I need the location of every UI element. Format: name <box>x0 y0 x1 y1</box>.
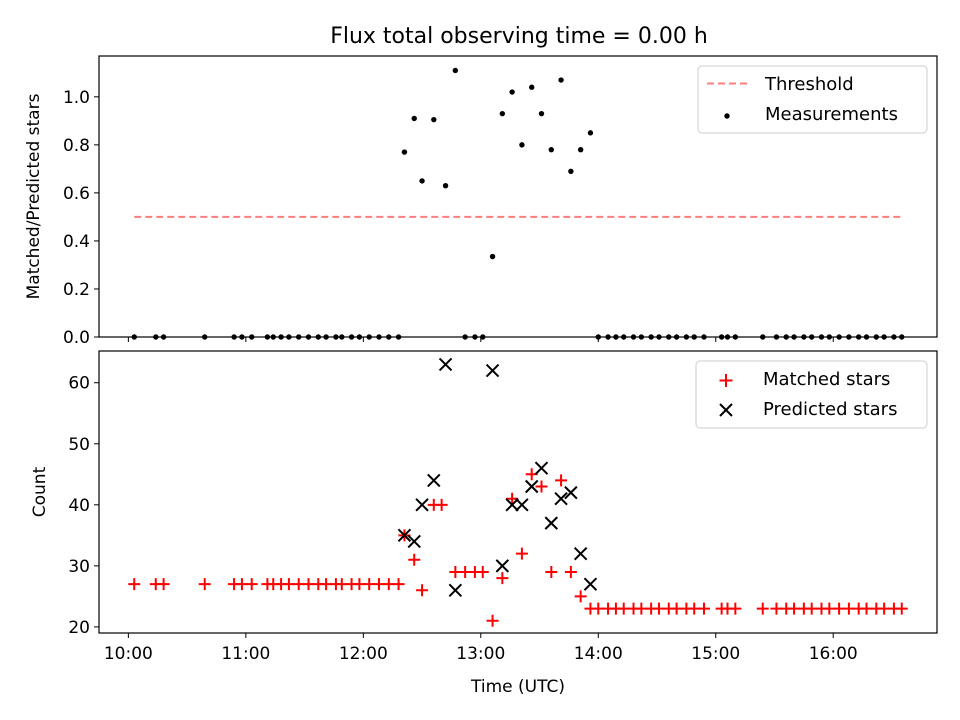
matched-star-point <box>416 584 429 597</box>
bottom-y-tick-label: 50 <box>68 435 90 455</box>
top-axes-frame <box>98 55 938 338</box>
measurement-point <box>519 142 525 148</box>
matched-star-point <box>245 578 258 591</box>
predicted-star-point <box>544 516 558 530</box>
x-axis-label: Time (UTC) <box>470 677 565 697</box>
measurement-point <box>548 146 554 153</box>
measurement-point <box>442 182 449 189</box>
predicted-star-point <box>573 546 588 561</box>
top-y-tick-label: 0.6 <box>63 184 90 204</box>
bottom-y-tick-label: 20 <box>68 618 90 638</box>
top-y-axis-label: Matched/Predicted stars <box>24 93 44 299</box>
predicted-star-point <box>397 528 412 543</box>
threshold-legend-label: Threshold <box>764 74 854 95</box>
bottom-x-tick-label: 12:00 <box>339 644 388 664</box>
bottom-axes-frame <box>98 350 938 634</box>
bottom-panel: 20 30 40 50 60 10:00 11:00 12:00 13:00 14:00 15:0… <box>30 350 938 697</box>
bottom-y-tick-label: 60 <box>68 374 90 394</box>
matched-star-point <box>545 565 558 578</box>
predicted-star-point <box>438 357 453 372</box>
predicted-legend-label: Predicted stars <box>763 399 897 420</box>
matched-star-point <box>535 480 548 493</box>
predicted-star-point <box>524 479 539 494</box>
measurement-point <box>529 84 535 90</box>
matched-star-point <box>486 614 499 627</box>
measurements-legend-label: Measurements <box>765 104 898 125</box>
matched-star-point <box>515 547 528 560</box>
matched-star-point <box>198 578 211 591</box>
matched-star-point <box>476 565 489 578</box>
measurement-point <box>538 110 545 117</box>
predicted-star-point <box>427 473 441 488</box>
measurement-point <box>509 89 515 95</box>
bottom-y-ticks: 20 30 40 50 60 <box>68 374 99 638</box>
predicted-legend-swatch <box>719 403 733 417</box>
bottom-x-ticks: 10:00 11:00 12:00 13:00 14:00 15:00 16:00 <box>104 633 858 664</box>
matched-star-point <box>555 474 568 487</box>
top-legend-frame <box>697 65 928 134</box>
matched-star-point <box>435 498 448 511</box>
chart-title: Flux total observing time = 0.00 h <box>330 24 708 49</box>
predicted-star-point <box>554 492 568 506</box>
measurements-legend-swatch <box>724 113 730 119</box>
matched-legend-label: Matched stars <box>763 369 890 390</box>
top-legend: Threshold Measurements <box>697 65 928 134</box>
predicted-star-point <box>564 485 578 500</box>
predicted-star-point <box>407 534 421 549</box>
bottom-x-tick-label: 14:00 <box>574 644 623 664</box>
bottom-x-tick-label: 11:00 <box>221 644 270 664</box>
measurement-point <box>568 168 574 174</box>
top-y-tick-label: 1.0 <box>63 88 90 108</box>
bottom-x-tick-label: 13:00 <box>456 644 505 664</box>
measurement-point <box>452 67 459 74</box>
measurement-point <box>558 77 564 83</box>
bottom-x-tick-label: 10:00 <box>104 644 153 664</box>
measurement-point <box>401 149 408 155</box>
top-panel: 0.0 0.2 0.4 0.6 0.8 1.0 Matched/Predicted sta… <box>24 55 938 348</box>
matched-star-point <box>698 602 711 615</box>
measurement-point <box>431 116 437 123</box>
measurement-point <box>587 130 594 136</box>
measurement-point <box>499 110 506 117</box>
matched-star-point <box>564 565 577 578</box>
top-x-ticks <box>127 337 834 342</box>
bottom-legend: Matched stars Predicted stars <box>695 360 928 429</box>
measurement-point <box>411 115 417 122</box>
predicted-star-point <box>485 363 500 378</box>
matched-star-point <box>128 578 141 591</box>
bottom-marks <box>128 357 908 627</box>
top-y-ticks: 0.0 0.2 0.4 0.6 0.8 1.0 <box>63 88 99 348</box>
bottom-y-axis-label: Count <box>30 466 50 517</box>
bottom-y-tick-label: 30 <box>68 557 90 577</box>
top-y-tick-label: 0.2 <box>63 280 90 300</box>
predicted-star-point <box>534 461 549 475</box>
predicted-star-point <box>515 498 529 512</box>
predicted-star-point <box>505 498 519 512</box>
predicted-star-point <box>448 583 463 597</box>
bottom-legend-frame <box>695 360 928 429</box>
top-y-tick-label: 0.4 <box>63 232 90 252</box>
matched-star-point <box>392 578 405 591</box>
top-y-tick-label: 0.0 <box>63 328 90 348</box>
matched-star-point <box>408 553 421 566</box>
matched-star-point <box>756 602 769 615</box>
matched-star-point <box>496 572 509 585</box>
measurement-point <box>489 253 496 260</box>
measurement-point <box>577 146 584 153</box>
matched-star-point <box>157 578 170 591</box>
predicted-star-point <box>583 577 598 591</box>
predicted-star-point <box>495 559 510 573</box>
bottom-x-tick-label: 15:00 <box>691 644 740 664</box>
measurement-point <box>419 178 425 184</box>
bottom-y-tick-label: 40 <box>68 496 90 516</box>
bottom-x-tick-label: 16:00 <box>809 644 858 664</box>
matched-legend-swatch <box>719 374 733 387</box>
predicted-star-point <box>415 498 429 512</box>
top-y-tick-label: 0.8 <box>63 136 90 156</box>
matched-star-point <box>729 602 742 615</box>
matched-star-point <box>574 590 587 603</box>
matched-star-point <box>895 602 908 615</box>
